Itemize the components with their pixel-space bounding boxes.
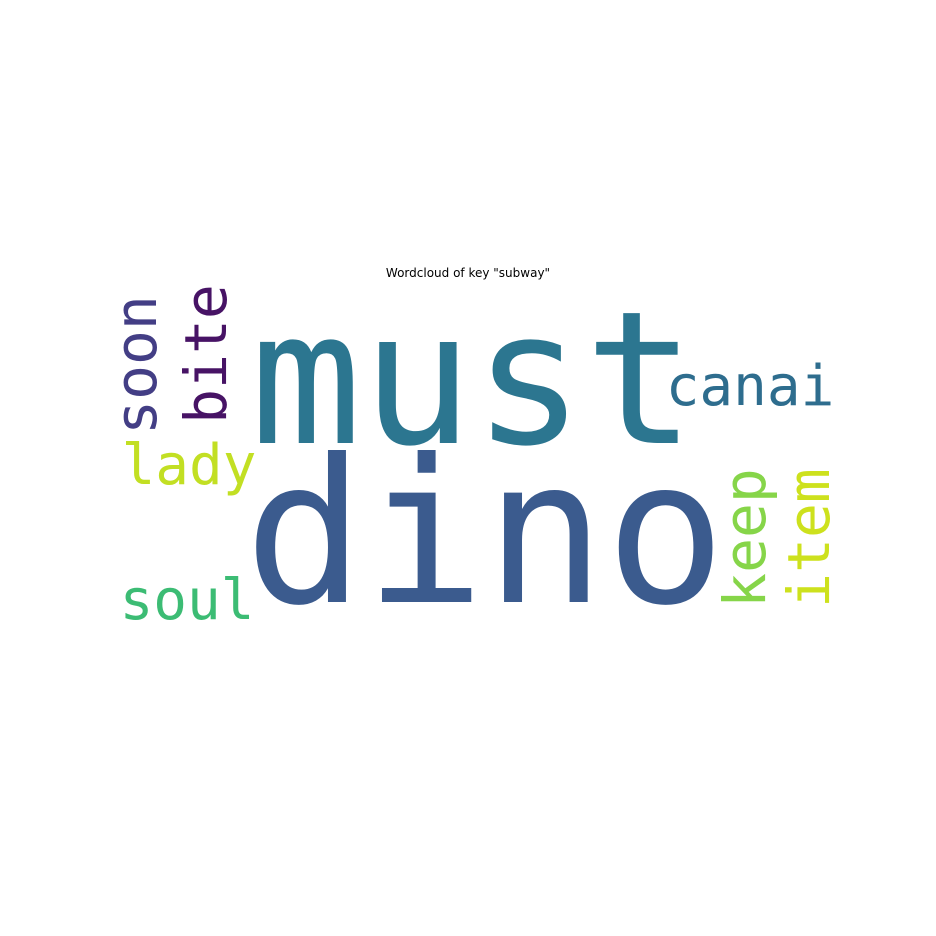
word-keep: keep [711, 468, 779, 608]
word-dino: dino [244, 417, 726, 650]
word-bite: bite [172, 284, 240, 424]
word-soul: soul [120, 568, 255, 633]
chart-title: Wordcloud of key "subway" [385, 266, 551, 280]
word-soon: soon [102, 295, 170, 435]
word-canai: canai [666, 354, 835, 419]
word-lady: lady [122, 433, 257, 498]
word-item: item [775, 468, 843, 608]
word-must: must [250, 271, 696, 487]
